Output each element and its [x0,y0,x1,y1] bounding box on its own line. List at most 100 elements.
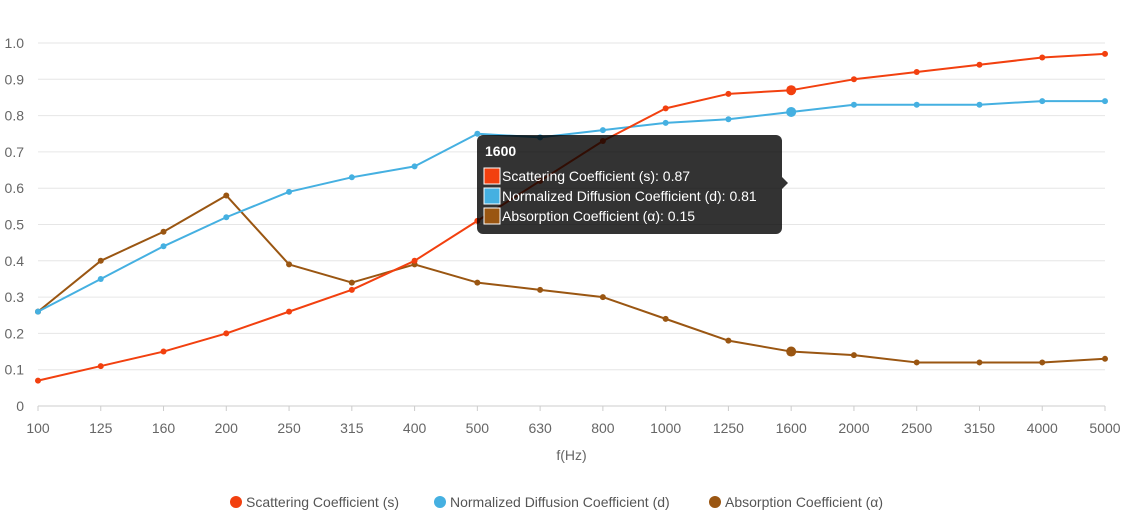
data-point[interactable] [286,261,293,268]
data-point[interactable] [786,346,797,357]
y-tick-label: 0.9 [5,71,25,87]
data-point[interactable] [662,119,669,126]
tooltip-title: 1600 [485,143,516,159]
data-point[interactable] [976,359,983,366]
data-point[interactable] [725,337,732,344]
legend-label: Absorption Coefficient (α) [725,494,883,510]
y-tick-label: 0.4 [5,253,25,269]
series-line [37,100,1105,313]
data-point[interactable] [411,257,418,264]
tooltip-swatch [483,167,501,185]
x-tick-label: 1600 [776,420,807,436]
legend-marker [230,496,242,508]
data-point[interactable] [160,228,167,235]
tooltip-swatch [483,187,501,205]
data-point[interactable] [599,294,606,301]
x-tick-label: 500 [466,420,490,436]
tooltip-item-label: Normalized Diffusion Coefficient (d): 0.… [502,188,757,204]
data-point[interactable] [1039,54,1046,61]
legend: Scattering Coefficient (s) Normalized Dif… [230,494,883,510]
data-point[interactable] [662,105,669,112]
x-tick-label: 250 [277,420,301,436]
data-point[interactable] [913,101,920,108]
data-point[interactable] [160,348,167,355]
data-point[interactable] [223,214,230,221]
data-point[interactable] [97,363,104,370]
data-point[interactable] [35,308,41,315]
data-point[interactable] [599,127,606,134]
data-point[interactable] [286,188,293,195]
data-point[interactable] [913,359,920,366]
legend-item[interactable]: Absorption Coefficient (α) [709,494,883,510]
data-point[interactable] [223,192,230,199]
data-point[interactable] [850,76,857,83]
y-tick-label: 0.8 [5,108,25,124]
data-point[interactable] [786,85,797,96]
data-point[interactable] [537,286,544,293]
tooltip-swatch [483,207,501,225]
x-tick-label: 100 [26,420,50,436]
y-tick-label: 0.5 [5,217,25,233]
y-tick-label: 0.7 [5,144,25,160]
legend-item[interactable]: Normalized Diffusion Coefficient (d) [434,494,670,510]
x-tick-label: 125 [89,420,113,436]
data-point[interactable] [474,130,481,137]
legend-label: Scattering Coefficient (s) [246,494,399,510]
data-point[interactable] [725,116,732,123]
data-point[interactable] [913,69,920,76]
data-point[interactable] [1102,50,1108,57]
x-axis: 100 125 160 200 250 315 400 500 630 800 1000 1250 16… [26,406,1121,436]
y-tick-label: 0.1 [5,362,25,378]
x-tick-label: 1250 [713,420,744,436]
x-tick-label: 160 [152,420,176,436]
legend-marker [434,496,446,508]
x-tick-label: 4000 [1027,420,1058,436]
x-tick-label: 630 [528,420,552,436]
series-line [37,194,1106,364]
data-point[interactable] [160,243,167,250]
y-tick-label: 0.2 [5,325,25,341]
data-point[interactable] [348,286,355,293]
data-point[interactable] [35,377,41,384]
data-point[interactable] [976,61,983,68]
data-point[interactable] [348,279,355,286]
x-tick-label: 800 [591,420,615,436]
data-point[interactable] [976,101,983,108]
legend-marker [709,496,721,508]
x-axis-title: f(Hz) [556,447,586,463]
y-tick-label: 0.6 [5,180,25,196]
tooltip: 1600 Scattering Coefficient (s): 0.87 Norm… [477,135,788,234]
x-tick-label: 315 [340,420,364,436]
x-tick-label: 400 [403,420,427,436]
x-tick-label: 3150 [964,420,995,436]
y-tick-label: 1.0 [5,35,25,51]
x-tick-label: 1000 [650,420,681,436]
tooltip-box [477,135,782,234]
data-point[interactable] [1102,98,1108,105]
data-point[interactable] [97,275,104,282]
tooltip-caret [782,177,788,189]
x-tick-label: 5000 [1089,420,1120,436]
data-point[interactable] [662,315,669,322]
data-point[interactable] [223,330,230,337]
tooltip-item-label: Scattering Coefficient (s): 0.87 [502,168,690,184]
data-point[interactable] [474,279,481,286]
data-point[interactable] [348,174,355,181]
data-point[interactable] [286,308,293,315]
data-point[interactable] [411,163,418,170]
data-point[interactable] [1039,359,1046,366]
tooltip-item-label: Absorption Coefficient (α): 0.15 [502,208,695,224]
data-point[interactable] [97,257,104,264]
legend-item[interactable]: Scattering Coefficient (s) [230,494,399,510]
data-point[interactable] [725,90,732,97]
data-point[interactable] [850,352,857,359]
data-point[interactable] [1102,355,1108,362]
data-point[interactable] [1039,98,1046,105]
y-tick-label: 0 [16,398,24,414]
x-tick-label: 200 [215,420,239,436]
data-point[interactable] [786,106,797,117]
y-axis: 0 0.1 0.2 0.3 0.4 0.5 0.6 0.7 0.8 0.9 1.0 [5,35,25,414]
y-tick-label: 0.3 [5,289,25,305]
data-point[interactable] [850,101,857,108]
